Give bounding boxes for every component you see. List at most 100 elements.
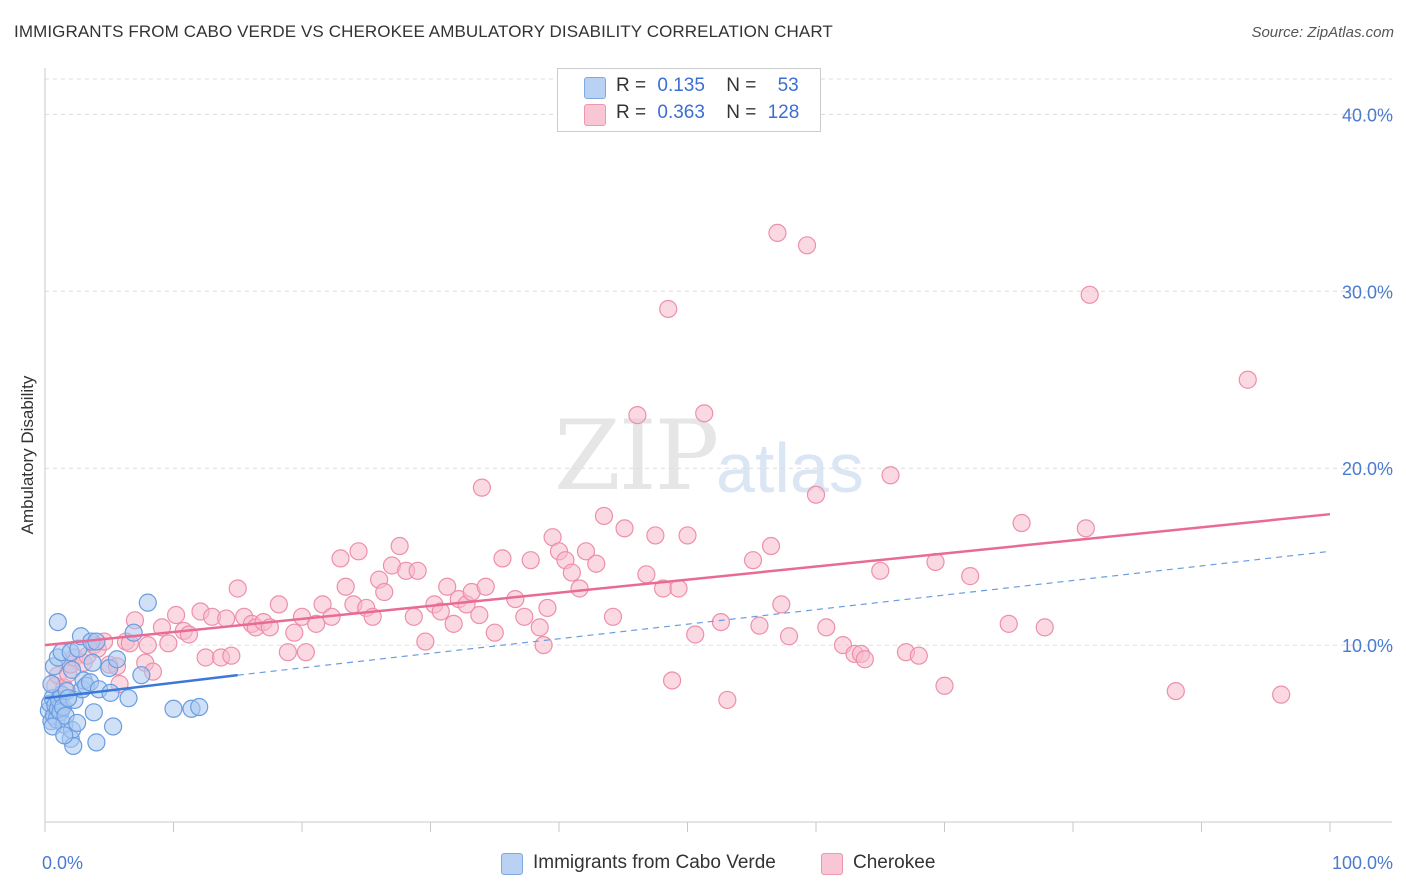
stats-legend: R = 0.135 N = 53 R = 0.363 N = 128 <box>557 68 821 132</box>
point-cherokee <box>493 549 512 568</box>
data-points <box>39 223 1291 756</box>
tick-labels: 10.0% 20.0% 30.0% 40.0% 0.0% 100.0% <box>42 105 1393 873</box>
x-tick-label: 100.0% <box>1332 853 1393 873</box>
point-cherokee <box>909 646 928 665</box>
legend-r-value: 0.135 <box>657 75 705 96</box>
point-cabo-verde <box>119 689 138 708</box>
point-cabo-verde <box>84 703 103 722</box>
bottom-legend-label: Immigrants from Cabo Verde <box>533 852 776 873</box>
point-cherokee <box>817 618 836 637</box>
point-cherokee <box>587 554 606 573</box>
point-cherokee <box>669 579 688 598</box>
point-cherokee <box>628 406 647 425</box>
point-cherokee <box>743 551 763 570</box>
point-cherokee <box>196 648 215 667</box>
point-cherokee <box>515 607 534 626</box>
point-cherokee <box>562 563 581 582</box>
point-cherokee <box>806 485 826 504</box>
point-cherokee <box>881 466 900 485</box>
point-cherokee <box>750 616 769 635</box>
point-cherokee <box>871 561 890 580</box>
point-cherokee <box>416 632 435 651</box>
point-cabo-verde <box>68 713 87 733</box>
point-cherokee <box>1012 513 1031 533</box>
point-cherokee <box>576 542 596 561</box>
point-cabo-verde <box>190 697 209 717</box>
point-cabo-verde <box>124 623 143 642</box>
point-cherokee <box>159 634 178 653</box>
point-cherokee <box>855 650 874 669</box>
point-cherokee <box>646 526 665 545</box>
point-cabo-verde <box>83 653 102 672</box>
source-label: Source: ZipAtlas.com <box>1251 24 1394 41</box>
bottom-legend-swatch-pink <box>821 853 843 875</box>
point-cherokee <box>1080 285 1099 304</box>
point-cherokee <box>1238 370 1257 389</box>
point-cherokee <box>534 635 553 655</box>
grid-lines <box>45 78 1392 646</box>
point-cherokee <box>179 625 199 644</box>
legend-n-value: 128 <box>767 102 800 123</box>
chart-title: IMMIGRANTS FROM CABO VERDE VS CHEROKEE A… <box>14 22 833 41</box>
point-cabo-verde <box>87 733 106 752</box>
point-cherokee <box>768 223 787 243</box>
point-cherokee <box>217 609 236 628</box>
point-cherokee <box>637 565 656 584</box>
point-cherokee <box>444 614 463 633</box>
point-cherokee <box>1035 618 1054 637</box>
point-cherokee <box>695 404 714 423</box>
point-cherokee <box>138 635 157 655</box>
point-cherokee <box>472 478 491 497</box>
axes <box>44 68 1392 832</box>
y-tick-label: 30.0% <box>1342 282 1393 302</box>
point-cherokee <box>313 595 332 614</box>
point-cherokee <box>772 595 791 614</box>
point-cherokee <box>797 236 817 255</box>
legend-r-value: 0.363 <box>657 102 705 123</box>
point-cherokee <box>538 598 557 618</box>
legend-n-value: 53 <box>777 75 799 96</box>
legend-swatch-blue <box>584 77 606 99</box>
point-cabo-verde <box>55 726 74 745</box>
point-cherokee <box>603 607 623 626</box>
y-tick-label: 40.0% <box>1342 105 1393 125</box>
point-cherokee <box>476 577 495 596</box>
point-cherokee <box>779 627 799 646</box>
point-cabo-verde <box>164 699 183 718</box>
point-cherokee <box>438 577 457 596</box>
point-cabo-verde <box>138 593 157 612</box>
point-cabo-verde <box>101 683 120 702</box>
point-cherokee <box>718 690 737 710</box>
point-cherokee <box>662 671 682 690</box>
point-cherokee <box>659 299 678 319</box>
point-cherokee <box>1076 519 1095 538</box>
point-cherokee <box>530 618 549 637</box>
trend-line-cabo-verde <box>44 673 238 700</box>
point-cabo-verde <box>42 674 61 694</box>
trend-line-cherokee <box>44 512 1331 647</box>
point-cherokee <box>1166 681 1185 701</box>
point-cherokee <box>431 602 450 621</box>
legend-n-label: N = <box>726 102 757 123</box>
point-cherokee <box>166 605 186 625</box>
legend-swatch-pink <box>584 104 606 126</box>
legend-n-label: N = <box>726 75 757 96</box>
point-cabo-verde <box>104 717 123 736</box>
point-cherokee <box>761 536 781 556</box>
point-cabo-verde <box>62 660 82 679</box>
point-cherokee <box>222 646 241 665</box>
point-cherokee <box>404 607 423 626</box>
point-cherokee <box>935 676 954 695</box>
point-cherokee <box>331 549 350 568</box>
point-cherokee <box>686 625 705 644</box>
point-cherokee <box>228 579 247 598</box>
bottom-legend-swatch-blue <box>501 853 523 875</box>
point-cabo-verde <box>48 612 67 632</box>
point-cherokee <box>999 614 1018 633</box>
trend-line-cabo-verde-extended <box>237 550 1331 676</box>
y-tick-label: 10.0% <box>1342 636 1393 656</box>
point-cherokee <box>711 612 731 632</box>
point-cherokee <box>470 605 489 625</box>
point-cabo-verde <box>107 650 127 669</box>
